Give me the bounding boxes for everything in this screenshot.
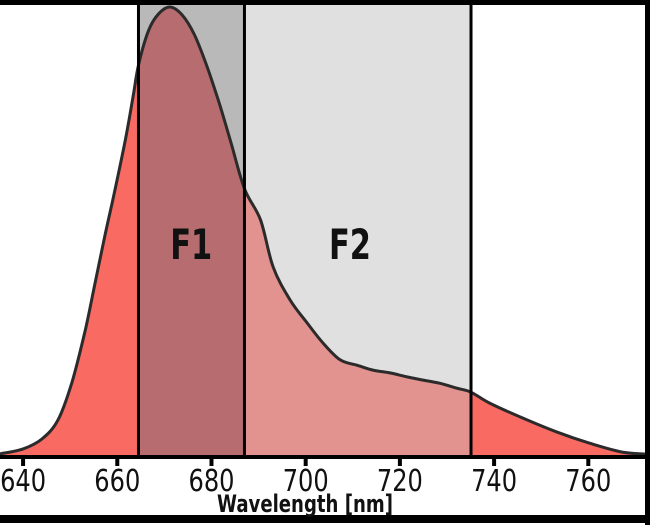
x-tick-label-680: 680 xyxy=(188,464,234,499)
figure-border-top xyxy=(0,0,650,5)
f2-band-label: F2 xyxy=(329,220,371,269)
emission-area-f2-overlap xyxy=(244,188,472,457)
x-tick-label-740: 740 xyxy=(471,464,517,499)
x-tick-label-760: 760 xyxy=(565,464,611,499)
x-tick-label-700: 700 xyxy=(283,464,329,499)
chart-text-layer: F1 F2 Wavelength [nm] 640 660 680 700 720 740… xyxy=(0,220,611,518)
x-tick-label-640: 640 xyxy=(0,464,46,499)
figure-border-right xyxy=(645,0,650,525)
f1-band-label: F1 xyxy=(170,220,212,269)
x-tick-label-660: 660 xyxy=(94,464,140,499)
x-tick-label-720: 720 xyxy=(377,464,423,499)
figure-border-bottom xyxy=(0,515,650,523)
x-axis-title: Wavelength [nm] xyxy=(217,490,393,518)
emission-area-f1-overlap xyxy=(138,6,245,457)
